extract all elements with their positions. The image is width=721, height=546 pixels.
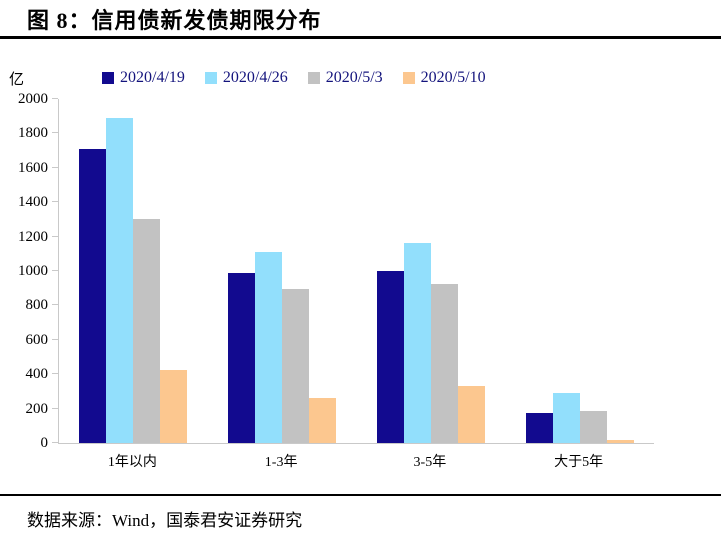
x-axis-label-1-3年: 1-3年 [264, 455, 298, 470]
bar-2020/5/10-大于5年 [606, 439, 634, 443]
legend-swatch-icon [307, 72, 320, 84]
bar-chart-plot-area [58, 99, 654, 444]
legend-swatch-icon [204, 72, 217, 84]
x-axis-labels: 1年以内 1-3年 3-5年 大于5年 [58, 451, 653, 471]
y-axis-tick-mark [52, 235, 58, 237]
bar-2020/4/19-1年以内 [79, 148, 107, 443]
bar-2020/4/19-1-3年 [228, 272, 256, 443]
y-axis-tick-label: 600 [25, 331, 49, 348]
bar-2020/4/26-1年以内 [106, 117, 134, 443]
y-axis-tick-label: 1200 [18, 228, 48, 245]
bar-2020/4/26-3-5年 [403, 243, 431, 443]
source-note: 数据来源：Wind，国泰君安证券研究 [27, 511, 303, 530]
bar-2020/5/10-3-5年 [457, 386, 485, 443]
legend-item-2020/4/26: 2020/4/26 [204, 68, 288, 88]
title-divider [0, 36, 721, 39]
y-axis-tick-mark [52, 98, 58, 99]
bar-group-1-3年 [208, 99, 357, 443]
legend-item-2020/5/3: 2020/5/3 [307, 68, 383, 88]
legend-label: 2020/5/3 [325, 69, 383, 86]
legend-label: 2020/4/19 [120, 69, 185, 86]
y-axis-tick-label: 200 [25, 400, 49, 417]
y-axis-tick-label: 800 [25, 297, 49, 314]
y-axis-labels: 0 200 400 600 800 1000 1200 1400 1600 1800 2000 [0, 91, 49, 451]
bar-2020/5/3-1-3年 [282, 289, 310, 443]
y-axis-tick-label: 1400 [18, 194, 48, 211]
y-axis-tick-mark [52, 442, 58, 443]
y-axis-tick-label: 1800 [18, 125, 48, 142]
y-axis-tick-label: 1000 [18, 263, 48, 279]
bar-group-大于5年 [505, 99, 654, 443]
bar-2020/4/19-大于5年 [525, 412, 553, 443]
legend-swatch-icon [402, 72, 415, 84]
x-axis-label-3-5年: 3-5年 [413, 455, 447, 470]
y-axis-tick-mark [52, 373, 58, 375]
bar-group-1年以内 [59, 99, 208, 443]
bar-2020/5/10-1年以内 [160, 369, 188, 443]
x-axis-label-大于5年: 大于5年 [554, 455, 604, 470]
y-axis-tick-label: 2000 [18, 91, 48, 107]
y-axis-tick-mark [52, 407, 58, 409]
legend-item-2020/5/10: 2020/5/10 [402, 68, 486, 88]
bar-2020/5/3-3-5年 [430, 283, 458, 443]
x-axis-label-1年以内: 1年以内 [107, 455, 157, 470]
y-axis-tick-label: 400 [25, 366, 49, 383]
bar-2020/5/10-1-3年 [309, 398, 337, 443]
legend-label: 2020/4/26 [222, 69, 288, 86]
figure-title: 图 8：信用债新发债期限分布 [27, 8, 322, 33]
y-axis-tick-label: 1600 [18, 159, 48, 176]
y-axis-tick-mark [52, 304, 58, 306]
bar-group-3-5年 [357, 99, 506, 443]
y-axis-tick-mark [52, 338, 58, 340]
bar-2020/5/3-大于5年 [579, 411, 607, 443]
y-axis-tick-mark [52, 166, 58, 168]
bar-2020/5/3-1年以内 [133, 219, 161, 443]
bar-2020/4/26-1-3年 [255, 252, 283, 443]
legend-swatch-icon [102, 72, 114, 84]
y-axis-tick-label: 0 [40, 435, 49, 451]
legend-item-2020/4/19: 2020/4/19 [102, 68, 185, 88]
y-axis-tick-mark [52, 132, 58, 134]
y-axis-unit-label: 亿 [9, 72, 25, 88]
chart-legend: 2020/4/19 2020/4/26 2020/5/3 2020/5/10 [102, 68, 486, 88]
footer-divider [0, 494, 721, 496]
bar-2020/4/19-3-5年 [376, 271, 404, 443]
legend-label: 2020/5/10 [420, 69, 486, 86]
y-axis-tick-mark [52, 201, 58, 203]
bar-2020/4/26-大于5年 [552, 393, 580, 443]
y-axis-tick-mark [52, 270, 58, 271]
